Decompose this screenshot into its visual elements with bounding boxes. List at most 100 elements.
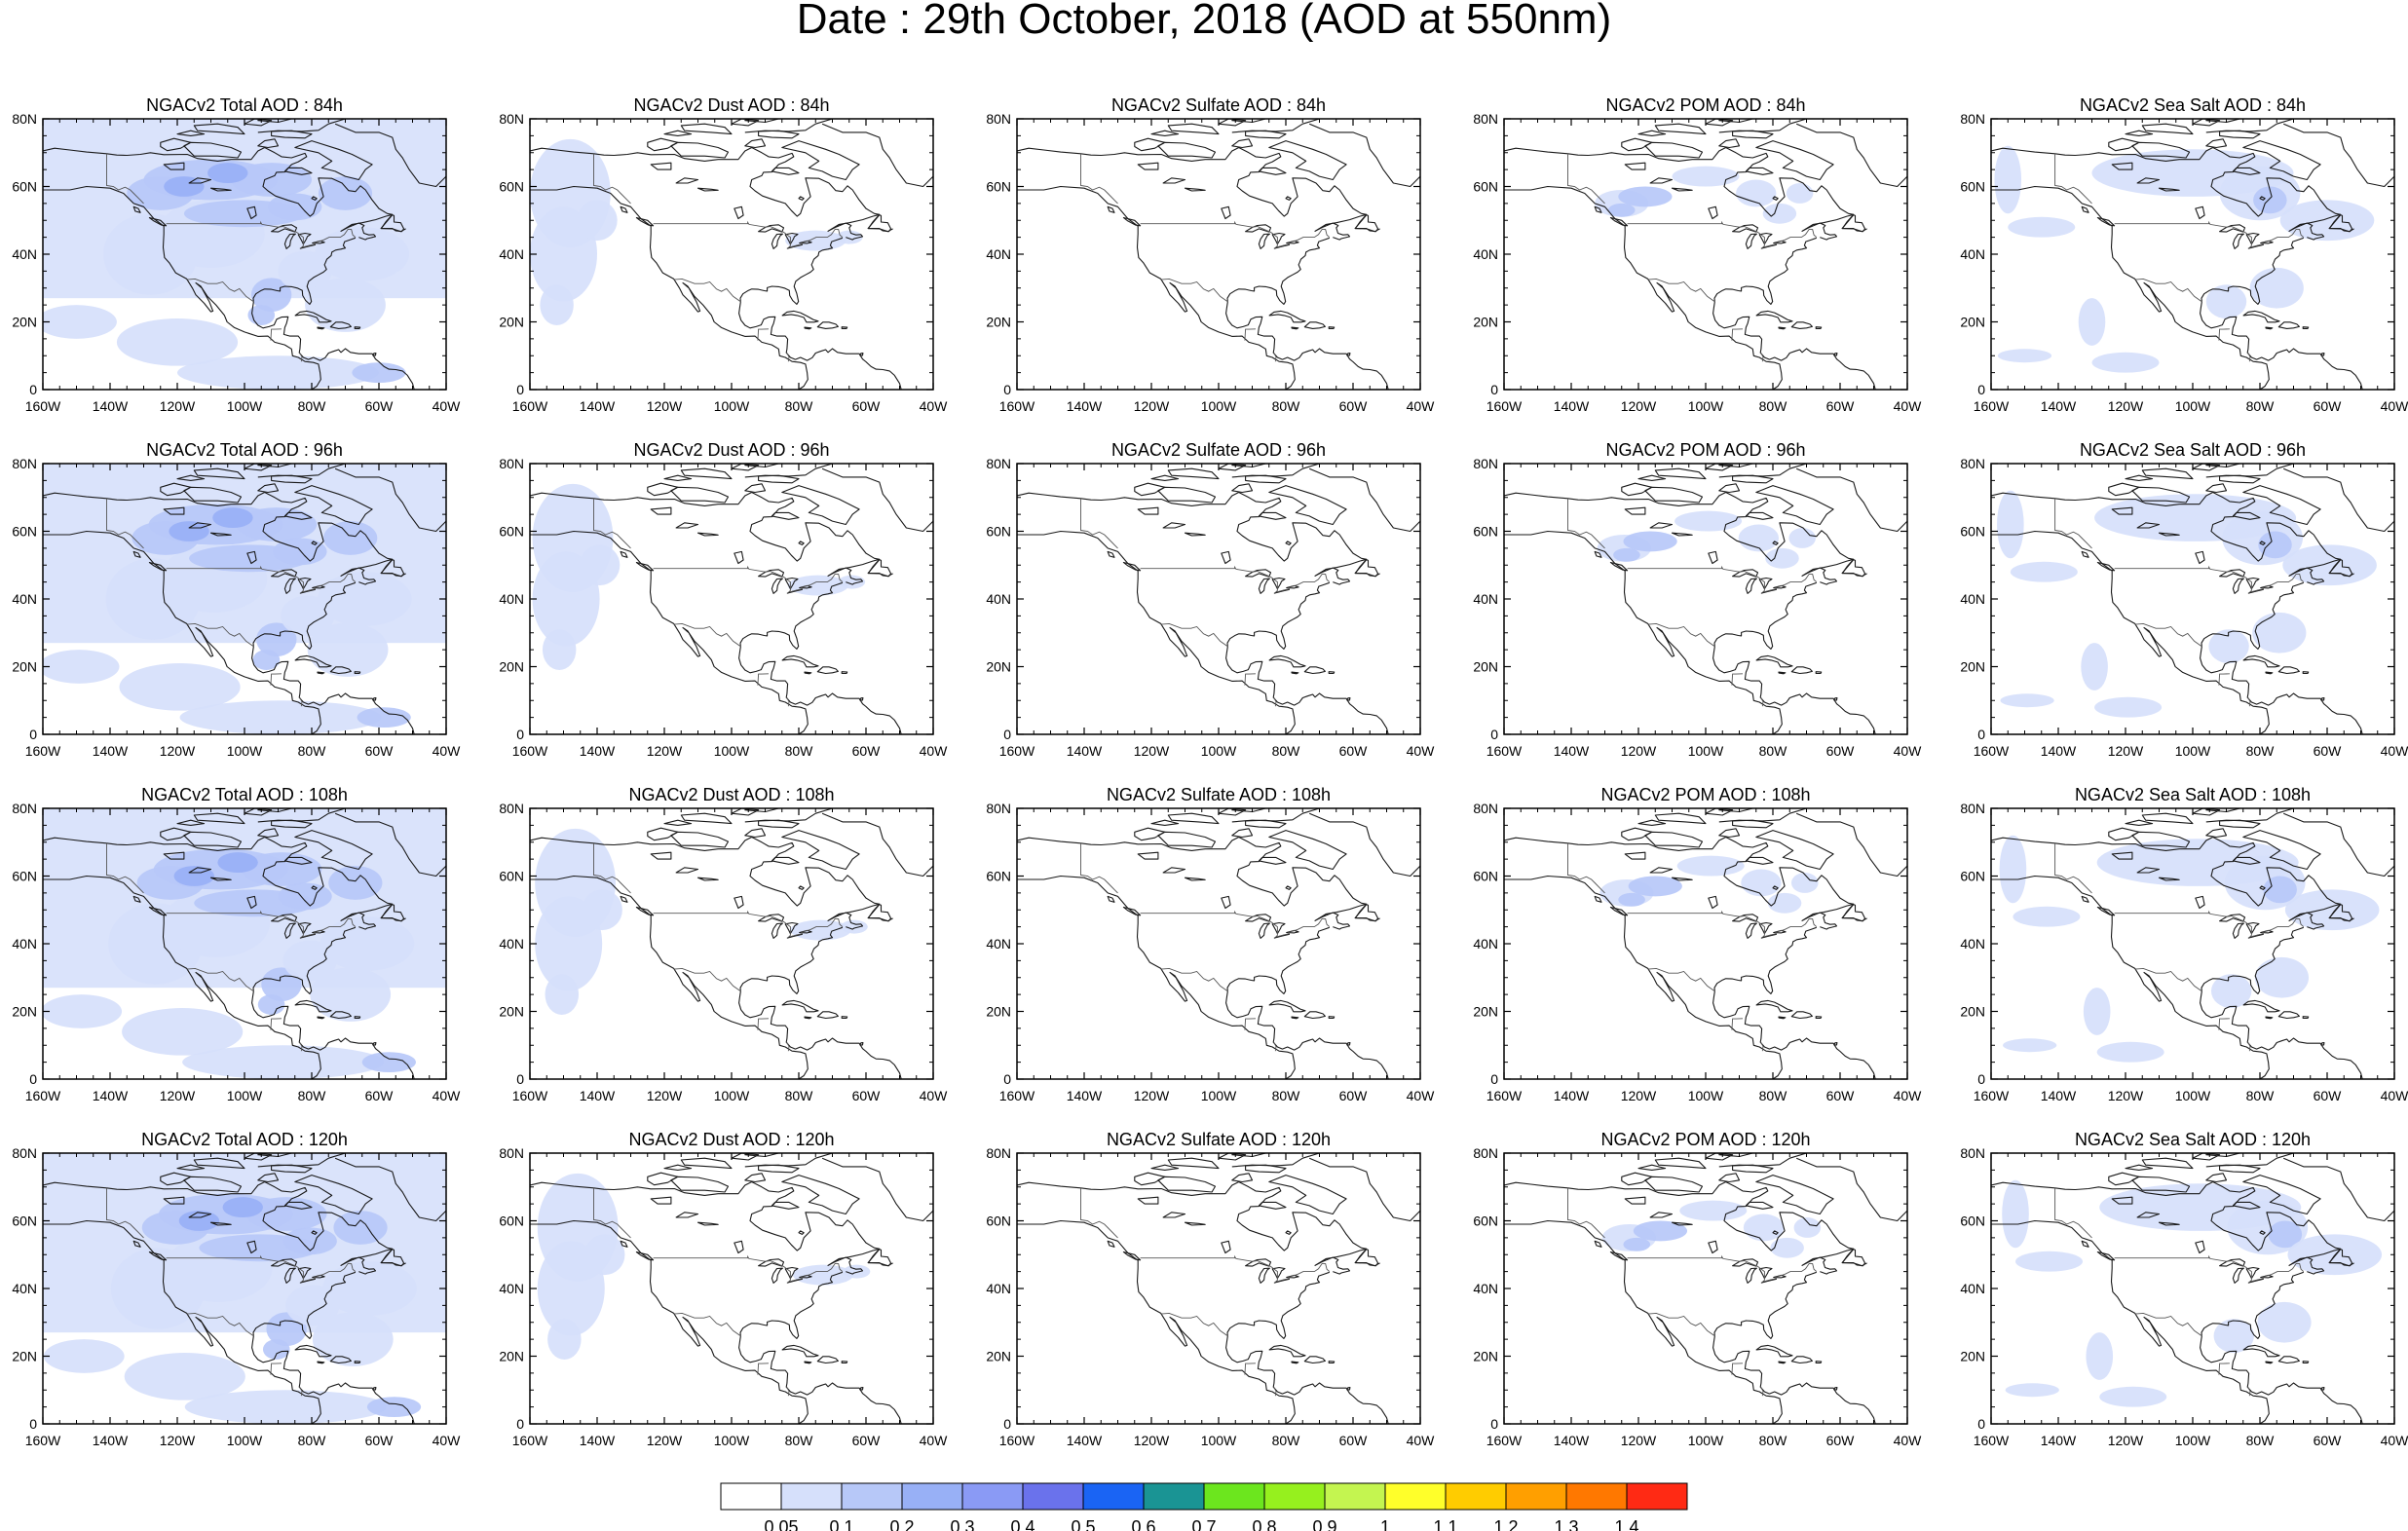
lon-tick-label: 40W (2381, 1088, 2408, 1103)
colorbar-label: 0.05 (764, 1517, 798, 1531)
lat-tick-label: 40N (12, 591, 37, 607)
lake (209, 1221, 232, 1226)
coastline (1225, 237, 1389, 390)
island (1218, 808, 1247, 816)
island (744, 1173, 767, 1183)
island (781, 830, 860, 871)
lon-tick-label: 140W (1554, 743, 1590, 759)
border-line (186, 1312, 254, 1337)
coastline (2288, 1248, 2341, 1275)
lake (2136, 177, 2161, 184)
coastline (1795, 1157, 1907, 1222)
lake (784, 1266, 799, 1280)
border-line (786, 1386, 790, 1397)
lake (283, 233, 296, 249)
aod-region (178, 1211, 220, 1231)
island (1790, 666, 1813, 675)
lake (1258, 578, 1270, 594)
lat-tick-label: 80N (986, 111, 1011, 127)
island (372, 1041, 377, 1046)
border-line (1647, 278, 1715, 303)
colorbar-label: 0.4 (1010, 1517, 1035, 1531)
lon-tick-label: 60W (2314, 1088, 2343, 1103)
island (1354, 214, 1379, 233)
border-line (2114, 565, 2305, 593)
colorbar-box (901, 1482, 963, 1511)
island (1157, 486, 1217, 504)
island (804, 326, 812, 330)
aod-region (245, 1197, 327, 1231)
aod-region (582, 889, 622, 931)
lake (771, 922, 783, 939)
lake (246, 205, 257, 220)
lon-tick-label: 120W (1621, 743, 1657, 759)
aod-region (43, 305, 117, 339)
coastline (1017, 185, 1296, 390)
island (1594, 1240, 1602, 1248)
island (2125, 819, 2154, 826)
map-panel: NGACv2 Sulfate AOD : 120h 0 20N 40N 60N 80N 16… (986, 1130, 1435, 1448)
border-line (757, 328, 770, 341)
colorbar-box (1082, 1482, 1145, 1511)
lon-tick-label: 140W (93, 1088, 129, 1103)
lake (1671, 532, 1693, 537)
island (2219, 1164, 2261, 1174)
lon-tick-label: 100W (714, 398, 750, 414)
island (1654, 812, 1707, 825)
lon-tick-label: 80W (2246, 1088, 2276, 1103)
lake (1137, 162, 1159, 170)
panel-title: NGACv2 Total AOD : 108h (141, 785, 348, 804)
lake (1624, 506, 1646, 515)
lat-tick-label: 40N (499, 246, 524, 262)
colorbar: 0.05 0.1 0.2 0.3 0.4 0.5 0.6 0.7 0.8 0.9 1 1.1 1.2 1.… (720, 1482, 1688, 1531)
island (283, 167, 313, 175)
island (859, 1041, 864, 1046)
lon-tick-label: 140W (1554, 1088, 1590, 1103)
lon-tick-label: 60W (365, 1088, 395, 1103)
coastline (821, 123, 933, 188)
island (1654, 1157, 1707, 1170)
border-line (1273, 696, 1277, 707)
island (1167, 467, 1220, 480)
island (1268, 654, 1306, 668)
lon-tick-label: 100W (1688, 398, 1724, 414)
coastline (530, 185, 809, 390)
island (1107, 550, 1115, 558)
island (1772, 541, 1779, 545)
lon-tick-label: 160W (512, 398, 548, 414)
island (1772, 196, 1779, 201)
map-panel: NGACv2 POM AOD : 84h 0 20N 40N 60N 80N 160W 140… (1473, 95, 1922, 414)
lon-tick-label: 160W (25, 1088, 61, 1103)
lat-tick-label: 80N (499, 801, 524, 816)
lon-tick-label: 140W (1554, 398, 1590, 414)
lat-tick-label: 0 (1003, 1416, 1011, 1432)
aod-region (838, 575, 866, 589)
island (372, 352, 377, 356)
coastline (43, 836, 406, 922)
border-line (299, 1386, 303, 1397)
island (132, 205, 141, 213)
lon-tick-label: 120W (2108, 1088, 2144, 1103)
border-line (1760, 1041, 1764, 1052)
aod-field (1994, 145, 2375, 373)
lake (1184, 532, 1206, 537)
lon-tick-label: 80W (2246, 1433, 2276, 1448)
lat-tick-label: 20N (499, 1349, 524, 1364)
lat-tick-label: 20N (12, 1004, 37, 1020)
country-borders (2054, 498, 2305, 707)
island (2081, 550, 2089, 558)
aod-region (318, 572, 412, 626)
country-borders (106, 153, 357, 362)
lat-tick-label: 20N (1473, 1004, 1498, 1020)
colorbar-label: 0.7 (1191, 1517, 1216, 1531)
island (2328, 1249, 2353, 1267)
lon-tick-label: 100W (1201, 743, 1237, 759)
country-borders (593, 498, 844, 707)
coastline (821, 1157, 933, 1222)
map-panel: NGACv2 Sea Salt AOD : 108h 0 20N 40N 60N 80N 1… (1960, 785, 2408, 1103)
aod-region (43, 1339, 125, 1373)
lake (1258, 1267, 1270, 1284)
island (354, 1361, 361, 1364)
coastline (1017, 146, 1380, 233)
border-line (1273, 1041, 1277, 1052)
